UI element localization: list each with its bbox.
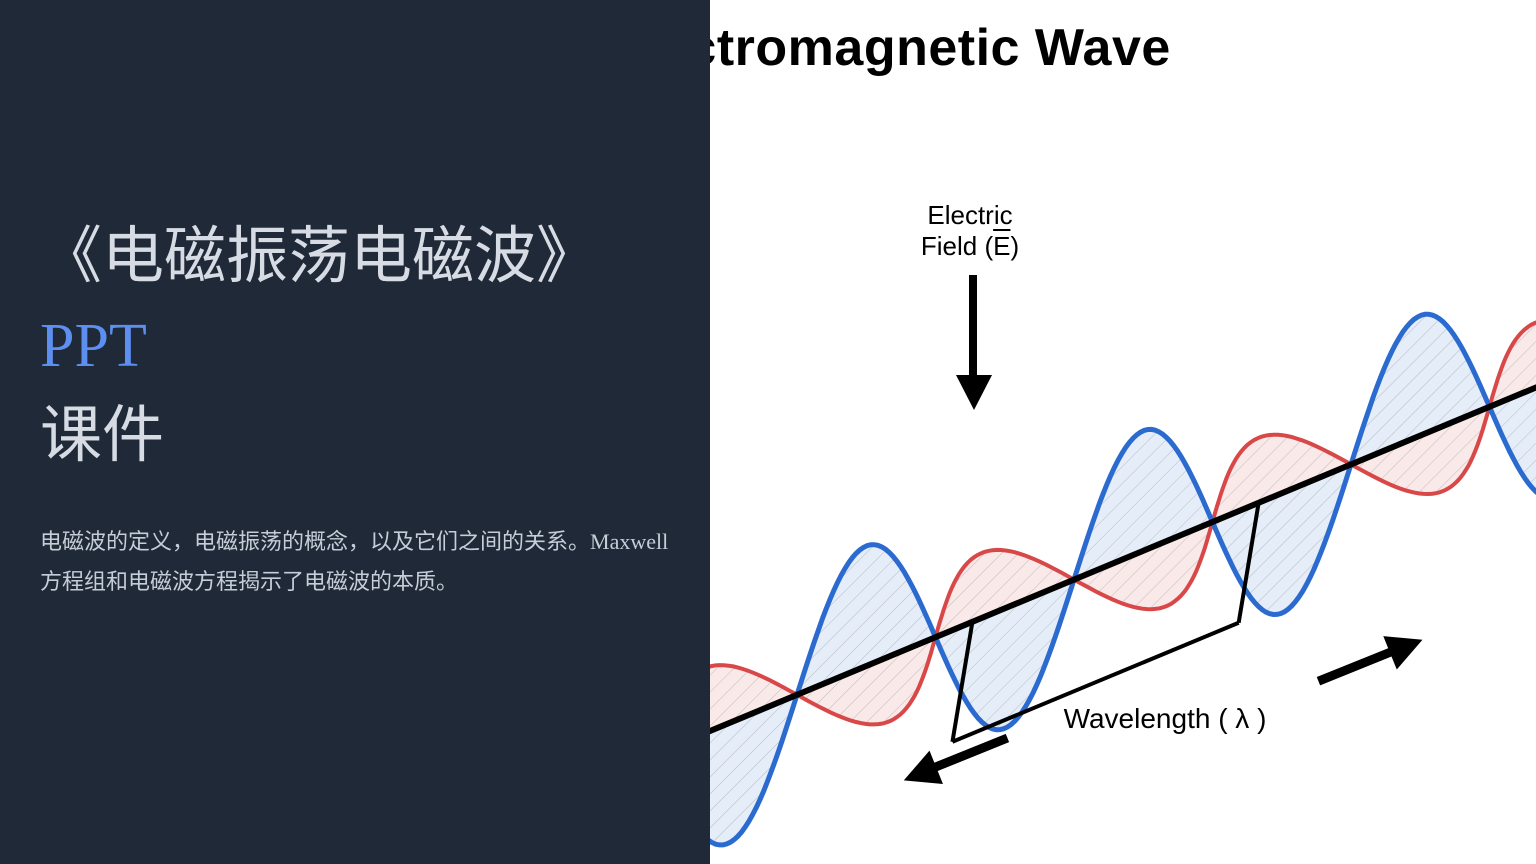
electric-field-arrow-icon xyxy=(958,275,988,410)
wavelength-label: Wavelength ( λ ) xyxy=(1025,702,1305,736)
left-panel: 《电磁振荡电磁波》 PPT 课件 电磁波的定义，电磁振荡的概念，以及它们之间的关系… xyxy=(0,0,710,864)
electric-label-overbar: E xyxy=(993,231,1010,261)
diagram-heading: ectromagnetic Wave xyxy=(710,18,1171,78)
electric-field-label: Electric Field (E) xyxy=(900,200,1040,262)
electric-label-line2-prefix: Field ( xyxy=(921,231,993,261)
title-line2: 课件 xyxy=(40,402,164,470)
slide: 《电磁振荡电磁波》 PPT 课件 电磁波的定义，电磁振荡的概念，以及它们之间的关系… xyxy=(0,0,1536,864)
title-accent: PPT xyxy=(40,312,147,380)
em-wave-diagram: Electric Field (E) Prop Dir Wavelength (… xyxy=(710,140,1536,860)
electric-label-line1: Electric xyxy=(927,200,1012,230)
propagation-label: Prop Dir xyxy=(1510,198,1536,260)
electric-label-line2-suffix: ) xyxy=(1010,231,1019,261)
right-panel: ectromagnetic Wave Electric Field (E) Pr… xyxy=(710,0,1536,864)
wave-svg xyxy=(710,140,1536,864)
title-prefix: 《电磁振荡电磁波》 xyxy=(40,223,598,291)
slide-title: 《电磁振荡电磁波》 PPT 课件 xyxy=(40,213,670,483)
slide-subtitle: 电磁波的定义，电磁振荡的概念，以及它们之间的关系。Maxwell方程组和电磁波方… xyxy=(40,522,670,601)
